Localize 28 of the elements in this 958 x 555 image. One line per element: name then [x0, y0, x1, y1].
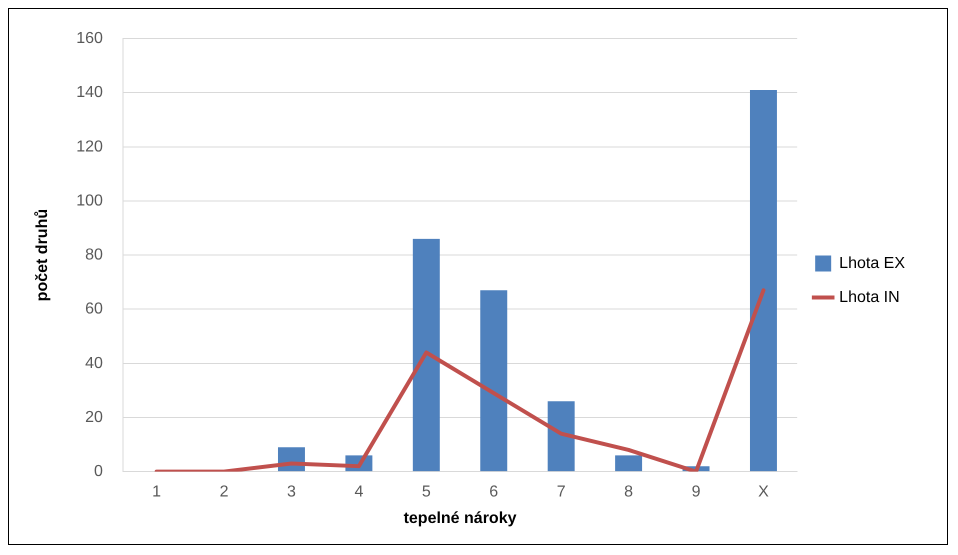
bar [480, 290, 508, 472]
y-axis-title: počet druhů [34, 208, 52, 302]
x-tick-label: 8 [624, 484, 634, 501]
bar [412, 238, 440, 472]
bar [548, 401, 575, 472]
y-tick-label: 40 [85, 354, 103, 372]
legend-label: Lhota EX [839, 254, 906, 272]
legend-label: Lhota IN [839, 288, 900, 306]
bar [750, 90, 777, 472]
y-tick-label: 0 [94, 463, 103, 480]
y-tick-label: 120 [76, 138, 103, 156]
x-tick-label: 7 [556, 484, 566, 501]
x-tick-label: X [758, 484, 770, 501]
x-tick-label: 6 [489, 484, 498, 501]
x-tick-label: 9 [692, 484, 701, 501]
bar [615, 455, 642, 472]
y-tick-label: 60 [85, 300, 103, 318]
x-tick-label: 1 [152, 484, 162, 501]
x-tick-label: 2 [220, 484, 229, 501]
y-tick-label: 100 [76, 192, 103, 210]
x-tick-label: 4 [354, 484, 364, 501]
y-tick-label: 20 [85, 408, 103, 426]
y-tick-label: 160 [76, 30, 103, 48]
x-tick-label: 5 [422, 484, 431, 501]
x-axis-title: tepelné nároky [404, 510, 517, 527]
y-tick-label: 80 [85, 246, 103, 264]
x-tick-label: 3 [287, 484, 296, 501]
y-tick-label: 140 [76, 84, 103, 102]
